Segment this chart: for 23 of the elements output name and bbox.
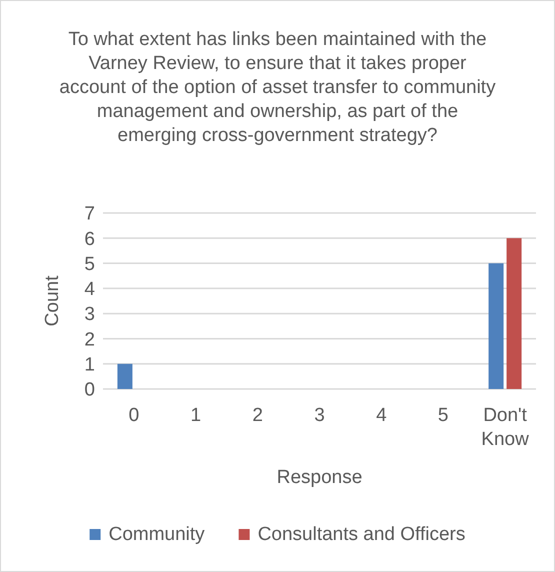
x-tick-label: 1: [190, 405, 202, 426]
bar: [117, 364, 132, 389]
x-tick-label: 3: [314, 405, 325, 426]
legend-label: Community: [108, 524, 206, 545]
y-tick-label: 3: [84, 304, 95, 326]
x-tick-label: 4: [376, 405, 388, 426]
x-tick-label: 2: [252, 405, 263, 426]
y-tick-label: 1: [84, 354, 95, 376]
y-tick-label: 0: [84, 380, 95, 401]
y-tick-label: 4: [84, 279, 96, 300]
x-tick-label: Don't Know: [481, 405, 530, 450]
bar: [488, 263, 504, 389]
y-tick-label: 2: [84, 329, 95, 350]
legend-label: Consultants and Officers: [258, 524, 466, 545]
y-tick-label: 7: [84, 204, 95, 225]
y-tick-label: 6: [84, 228, 95, 250]
y-axis-title: Count: [42, 274, 63, 326]
x-axis-title: Response: [276, 467, 362, 488]
bar: [506, 238, 522, 389]
chart-title: To what extent has links been maintained with the Varney Review, to ensure that it takes proper account of the option of asset transfer to community management and ownership, as part of the emerging cross-government strategy?: [59, 29, 496, 146]
y-tick-label: 5: [84, 254, 95, 275]
x-tick-label: 5: [438, 405, 449, 426]
x-tick-label: 0: [128, 405, 140, 426]
